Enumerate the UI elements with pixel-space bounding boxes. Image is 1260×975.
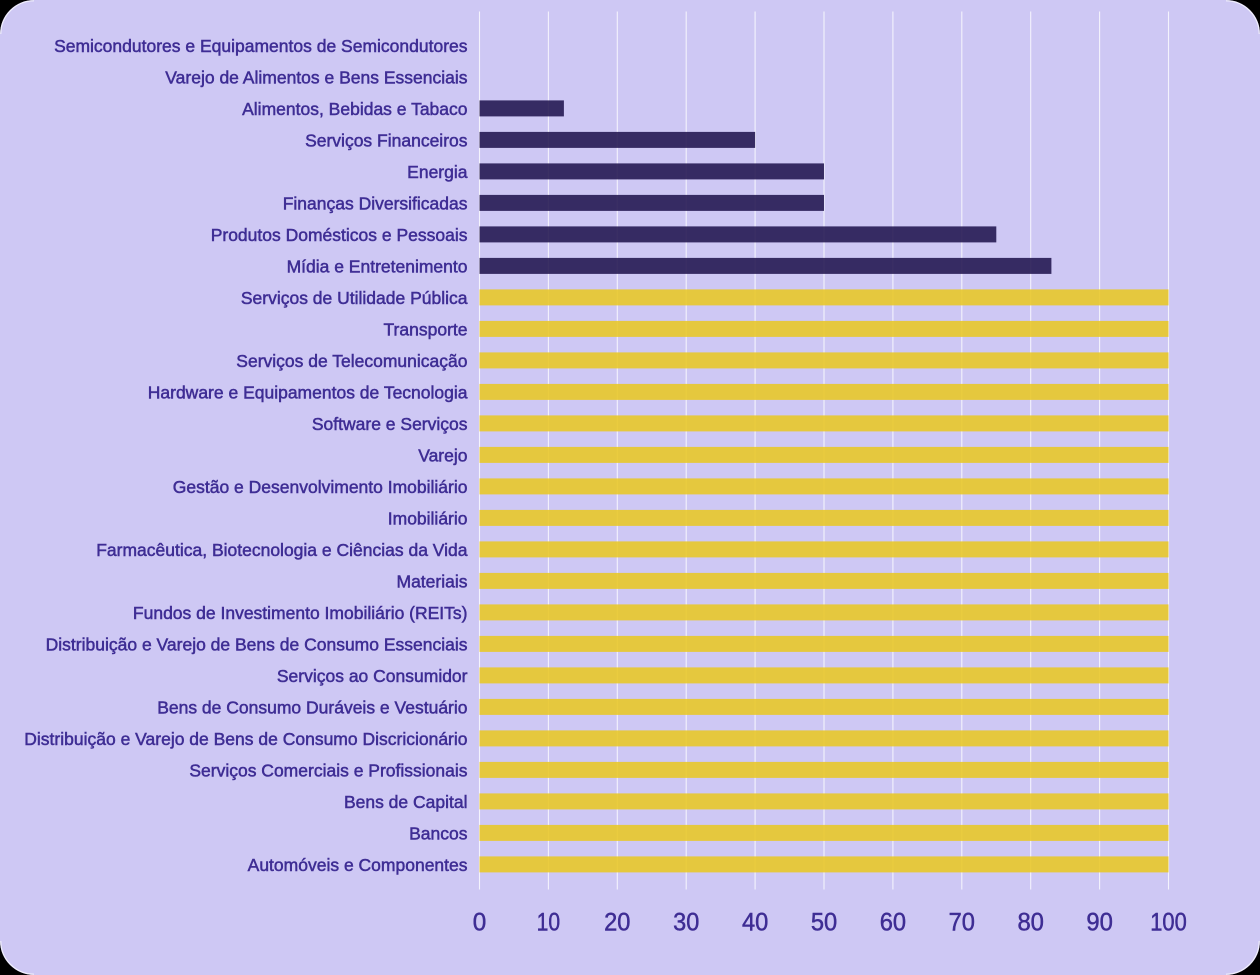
- svg-text:Farmacêutica, Biotecnologia e: Farmacêutica, Biotecnologia e Ciências d…: [96, 540, 468, 560]
- svg-text:Materiais: Materiais: [397, 571, 468, 591]
- svg-text:Bens de Consumo Duráveis e Ves: Bens de Consumo Duráveis e Vestuário: [157, 697, 467, 717]
- svg-text:Bancos: Bancos: [409, 823, 468, 843]
- svg-text:0: 0: [473, 908, 487, 936]
- svg-text:30: 30: [673, 908, 699, 936]
- svg-text:Serviços ao Consumidor: Serviços ao Consumidor: [277, 666, 468, 686]
- svg-text:Imobiliário: Imobiliário: [388, 508, 468, 528]
- svg-text:Serviços de Utilidade Pública: Serviços de Utilidade Pública: [241, 288, 468, 308]
- svg-text:Distribuição e Varejo de Bens: Distribuição e Varejo de Bens de Consumo…: [46, 634, 468, 654]
- svg-text:20: 20: [604, 908, 630, 936]
- svg-text:Gestão e Desenvolvimento Imobi: Gestão e Desenvolvimento Imobiliário: [173, 477, 468, 497]
- svg-text:100: 100: [1150, 908, 1187, 936]
- svg-text:Automóveis e Componentes: Automóveis e Componentes: [248, 855, 468, 875]
- svg-text:Serviços de Telecomunicação: Serviços de Telecomunicação: [236, 351, 467, 371]
- svg-text:Semicondutores e Equipamentos: Semicondutores e Equipamentos de Semicon…: [54, 36, 468, 56]
- svg-text:Software e Serviços: Software e Serviços: [312, 414, 468, 434]
- svg-text:Alimentos, Bebidas e Tabaco: Alimentos, Bebidas e Tabaco: [242, 99, 467, 119]
- svg-text:Fundos de Investimento Imobili: Fundos de Investimento Imobiliário (REIT…: [133, 603, 468, 623]
- svg-text:Mídia e Entretenimento: Mídia e Entretenimento: [287, 256, 468, 276]
- svg-text:50: 50: [811, 908, 837, 936]
- svg-text:70: 70: [949, 908, 975, 936]
- svg-text:Serviços Financeiros: Serviços Financeiros: [305, 130, 468, 150]
- svg-text:90: 90: [1086, 908, 1113, 936]
- svg-text:Distribuição e Varejo de Bens: Distribuição e Varejo de Bens de Consumo…: [24, 729, 467, 749]
- svg-text:Transporte: Transporte: [384, 319, 468, 339]
- svg-text:Produtos Domésticos e Pessoais: Produtos Domésticos e Pessoais: [211, 225, 468, 245]
- svg-text:Hardware e Equipamentos de Tec: Hardware e Equipamentos de Tecnologia: [148, 382, 468, 402]
- svg-text:Bens de Capital: Bens de Capital: [344, 792, 468, 812]
- svg-text:Serviços Comerciais e Profissi: Serviços Comerciais e Profissionais: [189, 760, 467, 780]
- svg-text:Energia: Energia: [407, 162, 468, 182]
- svg-text:40: 40: [742, 908, 768, 936]
- svg-text:Varejo: Varejo: [418, 445, 467, 465]
- svg-text:80: 80: [1017, 908, 1044, 936]
- svg-text:10: 10: [537, 908, 561, 936]
- svg-text:Varejo de Alimentos e Bens Ess: Varejo de Alimentos e Bens Essenciais: [165, 67, 467, 87]
- svg-text:60: 60: [880, 908, 906, 936]
- svg-text:Finanças Diversificadas: Finanças Diversificadas: [283, 193, 468, 213]
